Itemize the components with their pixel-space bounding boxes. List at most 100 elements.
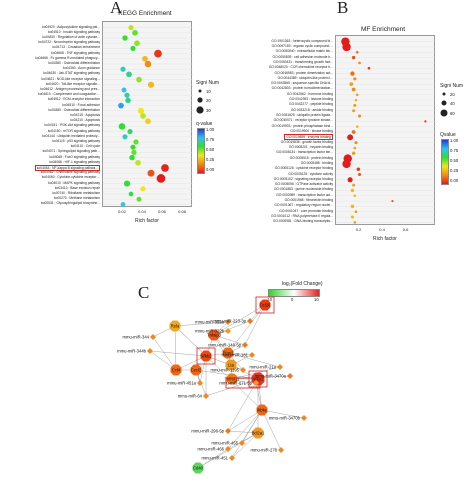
gene-node: Bcl2a1	[252, 427, 265, 439]
kegg-size-legend-label: 20	[206, 98, 211, 103]
term-label: GO:0042562 : hormone binding	[286, 91, 333, 96]
term-label: GO:0043565 : sequence-specific DNA bi...	[271, 81, 333, 86]
x-tick-label: 0.02	[118, 209, 126, 214]
mirna-node: mmu-miR-181	[221, 352, 255, 358]
mirna-node-label: mmu-miR-146-5p	[208, 342, 241, 347]
mirna-node-shape	[239, 440, 245, 446]
panel-c-letter: C	[138, 283, 150, 302]
term-label: GO:0042803 : protein homodimerization...	[271, 86, 333, 91]
gene-node: Tnfaip3	[207, 329, 222, 341]
enrichment-dot	[142, 55, 148, 62]
network-edge	[205, 352, 229, 357]
enrichment-dot	[124, 92, 130, 98]
enrichment-dot	[122, 134, 128, 140]
kegg-chart-title: KEGG Enrichment	[118, 10, 172, 17]
enrichment-dot	[357, 114, 362, 118]
enrichment-dot	[350, 204, 355, 209]
gene-node-label: Tnfaip3	[207, 333, 222, 338]
enrichment-dot	[351, 151, 356, 155]
network-edge	[230, 364, 259, 380]
term-label: GO:0005125 : cytokine activity	[288, 171, 333, 176]
mirna-node: mmu-miR-21a	[249, 364, 283, 370]
mirna-node-shape	[253, 380, 259, 386]
size-legend-dot	[441, 100, 447, 106]
network-edge	[213, 334, 229, 354]
enrichment-dot	[118, 123, 126, 130]
gene-node-label: Ccl20	[260, 303, 271, 308]
mirna-node-shape	[249, 352, 255, 358]
term-label: ko04060 : Cytokine-cytokine receptor ...	[41, 175, 100, 180]
term-label: ko04071 : Sphingolipid signaling path...	[42, 149, 100, 154]
mf-size-legend-label: 20	[450, 92, 455, 97]
term-label: ko04612 : Antigen processing and pres...	[40, 87, 100, 91]
gene-node-shape	[208, 329, 220, 341]
term-label: GO:0008134 : transcription factor bin...	[276, 150, 333, 155]
mirna-node-shape	[277, 364, 283, 370]
enrichment-dot	[355, 125, 359, 129]
gene-node: Nfkb2	[196, 347, 216, 365]
network-edge	[249, 304, 266, 322]
network-edge	[197, 432, 259, 469]
gene-node-shape	[200, 350, 212, 362]
term-label: ko00531 : Glycosphingolipid biosynthe...	[40, 201, 100, 206]
kegg-color-legend-title: q-value	[196, 121, 213, 127]
gene-node-label: Cd40	[193, 466, 204, 471]
mf-size-legend-dots	[440, 92, 448, 117]
size-legend-dot	[196, 106, 204, 114]
kegg-color-legend-tick: 0.00	[206, 167, 215, 172]
term-label: ko04380 : Osteoclast differentiation	[48, 61, 100, 65]
term-label: ko04722 : Neurotrophin signaling pathway	[38, 40, 100, 45]
enrichment-dot	[357, 172, 362, 177]
term-label: ko04713 : Circadian entrainment	[52, 45, 100, 50]
term-label: ko04068 : FoxO signaling pathway	[49, 154, 100, 159]
enrichment-dot	[350, 188, 355, 193]
enrichment-dot	[353, 77, 357, 81]
kegg-size-legend-title: Signi Num	[196, 80, 220, 86]
mirna-node-shape	[225, 428, 231, 434]
term-label: GO:0001883 : purine nucleoside binding	[273, 187, 333, 192]
network-edge	[197, 448, 229, 469]
term-label: ko04215 : Apoptosis	[70, 113, 100, 117]
enrichment-dot	[350, 215, 355, 219]
mirna-node-label: mmu-miR-455	[211, 440, 238, 445]
term-label: ko04110 : Cell cycle	[70, 144, 100, 149]
network-edge	[213, 330, 229, 336]
term-label: ko00740 : Riboflavin metabolism	[52, 191, 100, 195]
term-label: GO:0019899 : enzyme binding	[284, 134, 333, 141]
enrichment-dot	[126, 71, 132, 78]
size-legend-dot	[198, 89, 202, 93]
mirna-node-label: mmu-miR-3470a	[255, 373, 287, 378]
gene-node-shape	[170, 364, 182, 376]
network-edge	[199, 355, 207, 384]
size-legend-dot	[440, 109, 448, 117]
enrichment-dot	[358, 61, 361, 65]
enrichment-dot	[129, 154, 135, 161]
gene-node-shape	[251, 372, 265, 386]
enrichment-dot	[354, 141, 358, 145]
term-label: GO:0005096 : GTPase activator activity	[274, 182, 333, 187]
enrichment-dot	[131, 149, 137, 155]
enrichment-dot	[356, 167, 361, 171]
term-label: ko04210 : Apoptosis	[70, 118, 100, 123]
mf-color-legend-tick: 1.00	[450, 138, 459, 143]
x-tick-label: 0.4	[379, 227, 385, 232]
gene-node-label: Ptgs2	[223, 351, 234, 356]
network-edge	[149, 350, 207, 357]
network-edge	[213, 321, 229, 336]
highlight-box	[225, 377, 261, 389]
network-edge	[213, 334, 246, 346]
mf-size-legend-title: Signi Num	[440, 83, 464, 89]
network-edge	[230, 364, 244, 371]
enrichment-dot	[342, 42, 351, 52]
gene-node-label: Tnfrsf11	[224, 377, 240, 382]
x-tick-label: 0.06	[158, 209, 166, 214]
mirna-node-shape	[301, 415, 307, 421]
mf-color-gradient	[441, 139, 449, 185]
term-label: ko04668 : TNF signaling pathway	[51, 50, 100, 55]
term-label: GO:0042277 : peptide binding	[289, 102, 333, 107]
mirna-node-label: mmu-miR-21a	[249, 364, 276, 369]
term-label: ko04621 : NOD-like receptor signaling...	[41, 76, 100, 81]
enrichment-dot	[122, 35, 128, 41]
enrichment-dot	[145, 118, 151, 125]
network-edge	[227, 352, 281, 368]
